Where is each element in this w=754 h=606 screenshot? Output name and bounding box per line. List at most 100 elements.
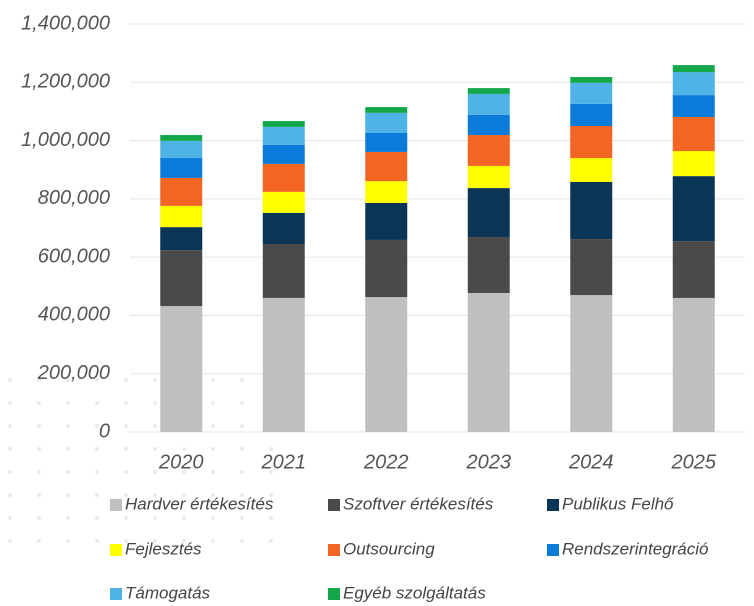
dot	[240, 516, 244, 520]
dot	[182, 470, 186, 474]
bar-segment	[672, 297, 715, 432]
dot	[240, 493, 244, 497]
dot	[240, 401, 244, 405]
bar-segment	[262, 244, 305, 298]
legend-label: Fejlesztés	[125, 539, 202, 558]
dot	[37, 401, 41, 405]
dot	[211, 493, 215, 497]
legend-label: Hardver értékesítés	[125, 494, 274, 513]
background-dots	[8, 378, 273, 543]
dot	[240, 424, 244, 428]
x-tick-label: 2020	[158, 451, 204, 473]
bar-segment	[262, 297, 305, 432]
x-tick-label: 2022	[363, 451, 409, 473]
bar-segment	[160, 306, 203, 432]
bar-segment	[672, 151, 715, 177]
dot	[269, 470, 273, 474]
y-tick-label: 600,000	[38, 245, 110, 267]
dot	[8, 539, 12, 543]
y-tick-label: 400,000	[38, 304, 110, 326]
dot	[95, 378, 99, 382]
bar-segment	[672, 72, 715, 96]
bar-segment	[160, 140, 203, 159]
dot	[211, 470, 215, 474]
legend-label: Egyéb szolgáltatás	[343, 583, 486, 602]
dot	[124, 493, 128, 497]
dot	[8, 447, 12, 451]
bar-segment	[467, 292, 510, 432]
dot	[124, 539, 128, 543]
bar-segment	[467, 114, 510, 136]
dot	[153, 378, 157, 382]
dot	[182, 516, 186, 520]
bar-segment	[365, 297, 408, 432]
dot	[66, 378, 70, 382]
bar-segment	[160, 177, 203, 206]
bar-segment	[262, 121, 305, 127]
dot	[211, 516, 215, 520]
dot	[95, 516, 99, 520]
dot	[153, 493, 157, 497]
dot	[95, 470, 99, 474]
dot	[37, 424, 41, 428]
bar-segment	[672, 176, 715, 242]
bar-segment	[467, 188, 510, 238]
legend-label: Outsourcing	[343, 539, 435, 558]
dot	[95, 401, 99, 405]
dot	[37, 516, 41, 520]
bar-segment	[365, 132, 408, 152]
bar-segment	[160, 227, 203, 251]
legend-label: Publikus Felhő	[562, 494, 674, 513]
legend-swatch	[547, 544, 559, 556]
dot	[153, 424, 157, 428]
bar-segment	[262, 191, 305, 213]
bar-segment	[570, 239, 613, 296]
dot	[8, 493, 12, 497]
dot	[66, 493, 70, 497]
bar-segment	[672, 95, 715, 117]
dot	[8, 378, 12, 382]
bar-segment	[160, 158, 203, 178]
y-tick-label: 1,000,000	[21, 129, 110, 151]
legend-swatch	[110, 499, 122, 511]
bar-segment	[570, 77, 613, 83]
y-tick-label: 800,000	[38, 187, 110, 209]
dot	[269, 516, 273, 520]
dot	[66, 447, 70, 451]
bar-segment	[467, 93, 510, 115]
dot	[124, 447, 128, 451]
bar-segment	[365, 107, 408, 113]
dot	[66, 470, 70, 474]
dot	[37, 470, 41, 474]
bar-segment	[262, 163, 305, 192]
dot	[66, 516, 70, 520]
bar-segment	[365, 151, 408, 182]
bar-segment	[365, 239, 408, 298]
bar-segment	[467, 135, 510, 166]
x-tick-label: 2025	[671, 451, 717, 473]
y-tick-label: 200,000	[37, 362, 110, 384]
legend-swatch	[110, 588, 122, 600]
dot	[211, 424, 215, 428]
y-tick-label: 0	[99, 420, 110, 442]
bar-segment	[365, 181, 408, 203]
dot	[37, 447, 41, 451]
dot	[66, 424, 70, 428]
legend-swatch	[547, 499, 559, 511]
bar-segment	[160, 135, 203, 141]
legend-swatch	[328, 544, 340, 556]
dot	[182, 539, 186, 543]
dot	[211, 447, 215, 451]
dot	[8, 401, 12, 405]
bar-segment	[570, 181, 613, 240]
x-tick-label: 2023	[466, 451, 512, 473]
bar-segment	[365, 112, 408, 133]
dot	[153, 539, 157, 543]
dot	[66, 539, 70, 543]
legend-swatch	[328, 499, 340, 511]
bar-segment	[570, 103, 613, 126]
x-tick-label: 2024	[568, 451, 614, 473]
bar-segment	[160, 250, 203, 307]
bar-segment	[672, 65, 715, 73]
